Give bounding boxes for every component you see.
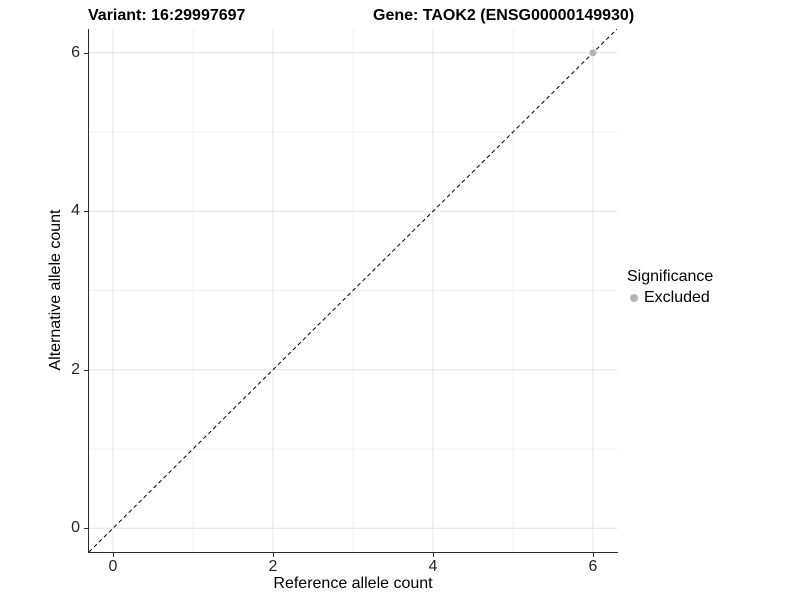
plot-title-gene: Gene: TAOK2 (ENSG00000149930) — [373, 7, 635, 24]
x-tick-label: 4 — [428, 558, 438, 575]
legend-entries: Excluded — [627, 287, 713, 309]
y-axis-title: Alternative allele count — [47, 209, 64, 371]
y-tick-mark — [84, 528, 88, 530]
chart-canvas — [89, 29, 617, 552]
x-tick-mark — [273, 553, 274, 557]
legend-point-icon — [630, 294, 638, 302]
y-tick-label: 4 — [71, 202, 80, 220]
x-tick-mark — [113, 553, 114, 557]
y-tick-label: 2 — [71, 360, 80, 378]
identity-line — [89, 29, 617, 552]
y-tick-label: 0 — [71, 519, 80, 537]
x-tick-mark — [593, 553, 594, 557]
x-tick-label: 6 — [588, 558, 598, 575]
x-tick-label: 0 — [108, 558, 118, 575]
plot-panel — [89, 29, 617, 552]
legend-entry: Excluded — [627, 287, 713, 309]
legend-title: Significance — [627, 268, 714, 285]
y-tick-mark — [84, 369, 88, 371]
x-tick-mark — [433, 553, 434, 557]
legend-entry-label: Excluded — [644, 289, 710, 306]
y-tick-mark — [84, 52, 88, 54]
plot-title-variant: Variant: 16:29997697 — [88, 7, 246, 24]
x-tick-label: 2 — [268, 558, 278, 575]
data-point — [589, 49, 597, 57]
x-axis-line — [88, 552, 618, 553]
y-tick-mark — [84, 211, 88, 213]
legend: Significance Excluded — [627, 266, 713, 309]
y-tick-label: 6 — [71, 43, 80, 61]
y-axis-line — [88, 29, 89, 553]
x-axis-title: Reference allele count — [273, 575, 433, 592]
